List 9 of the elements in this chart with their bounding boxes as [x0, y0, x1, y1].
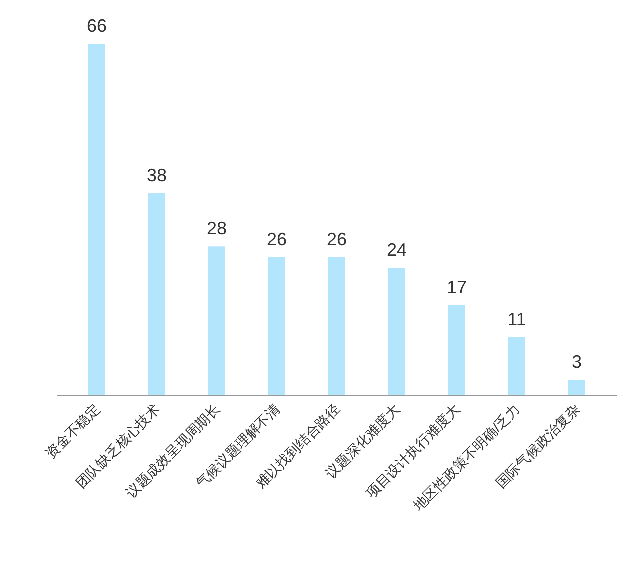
data-label: 66 [86, 16, 108, 36]
data-label: 17 [446, 277, 468, 298]
data-label: 26 [326, 229, 348, 250]
data-label: 28 [206, 218, 228, 239]
data-label: 26 [266, 229, 288, 250]
data-label: 11 [508, 309, 526, 330]
data-label: 3 [572, 352, 582, 372]
data-label: 38 [146, 165, 168, 186]
data-label: 24 [386, 240, 408, 260]
